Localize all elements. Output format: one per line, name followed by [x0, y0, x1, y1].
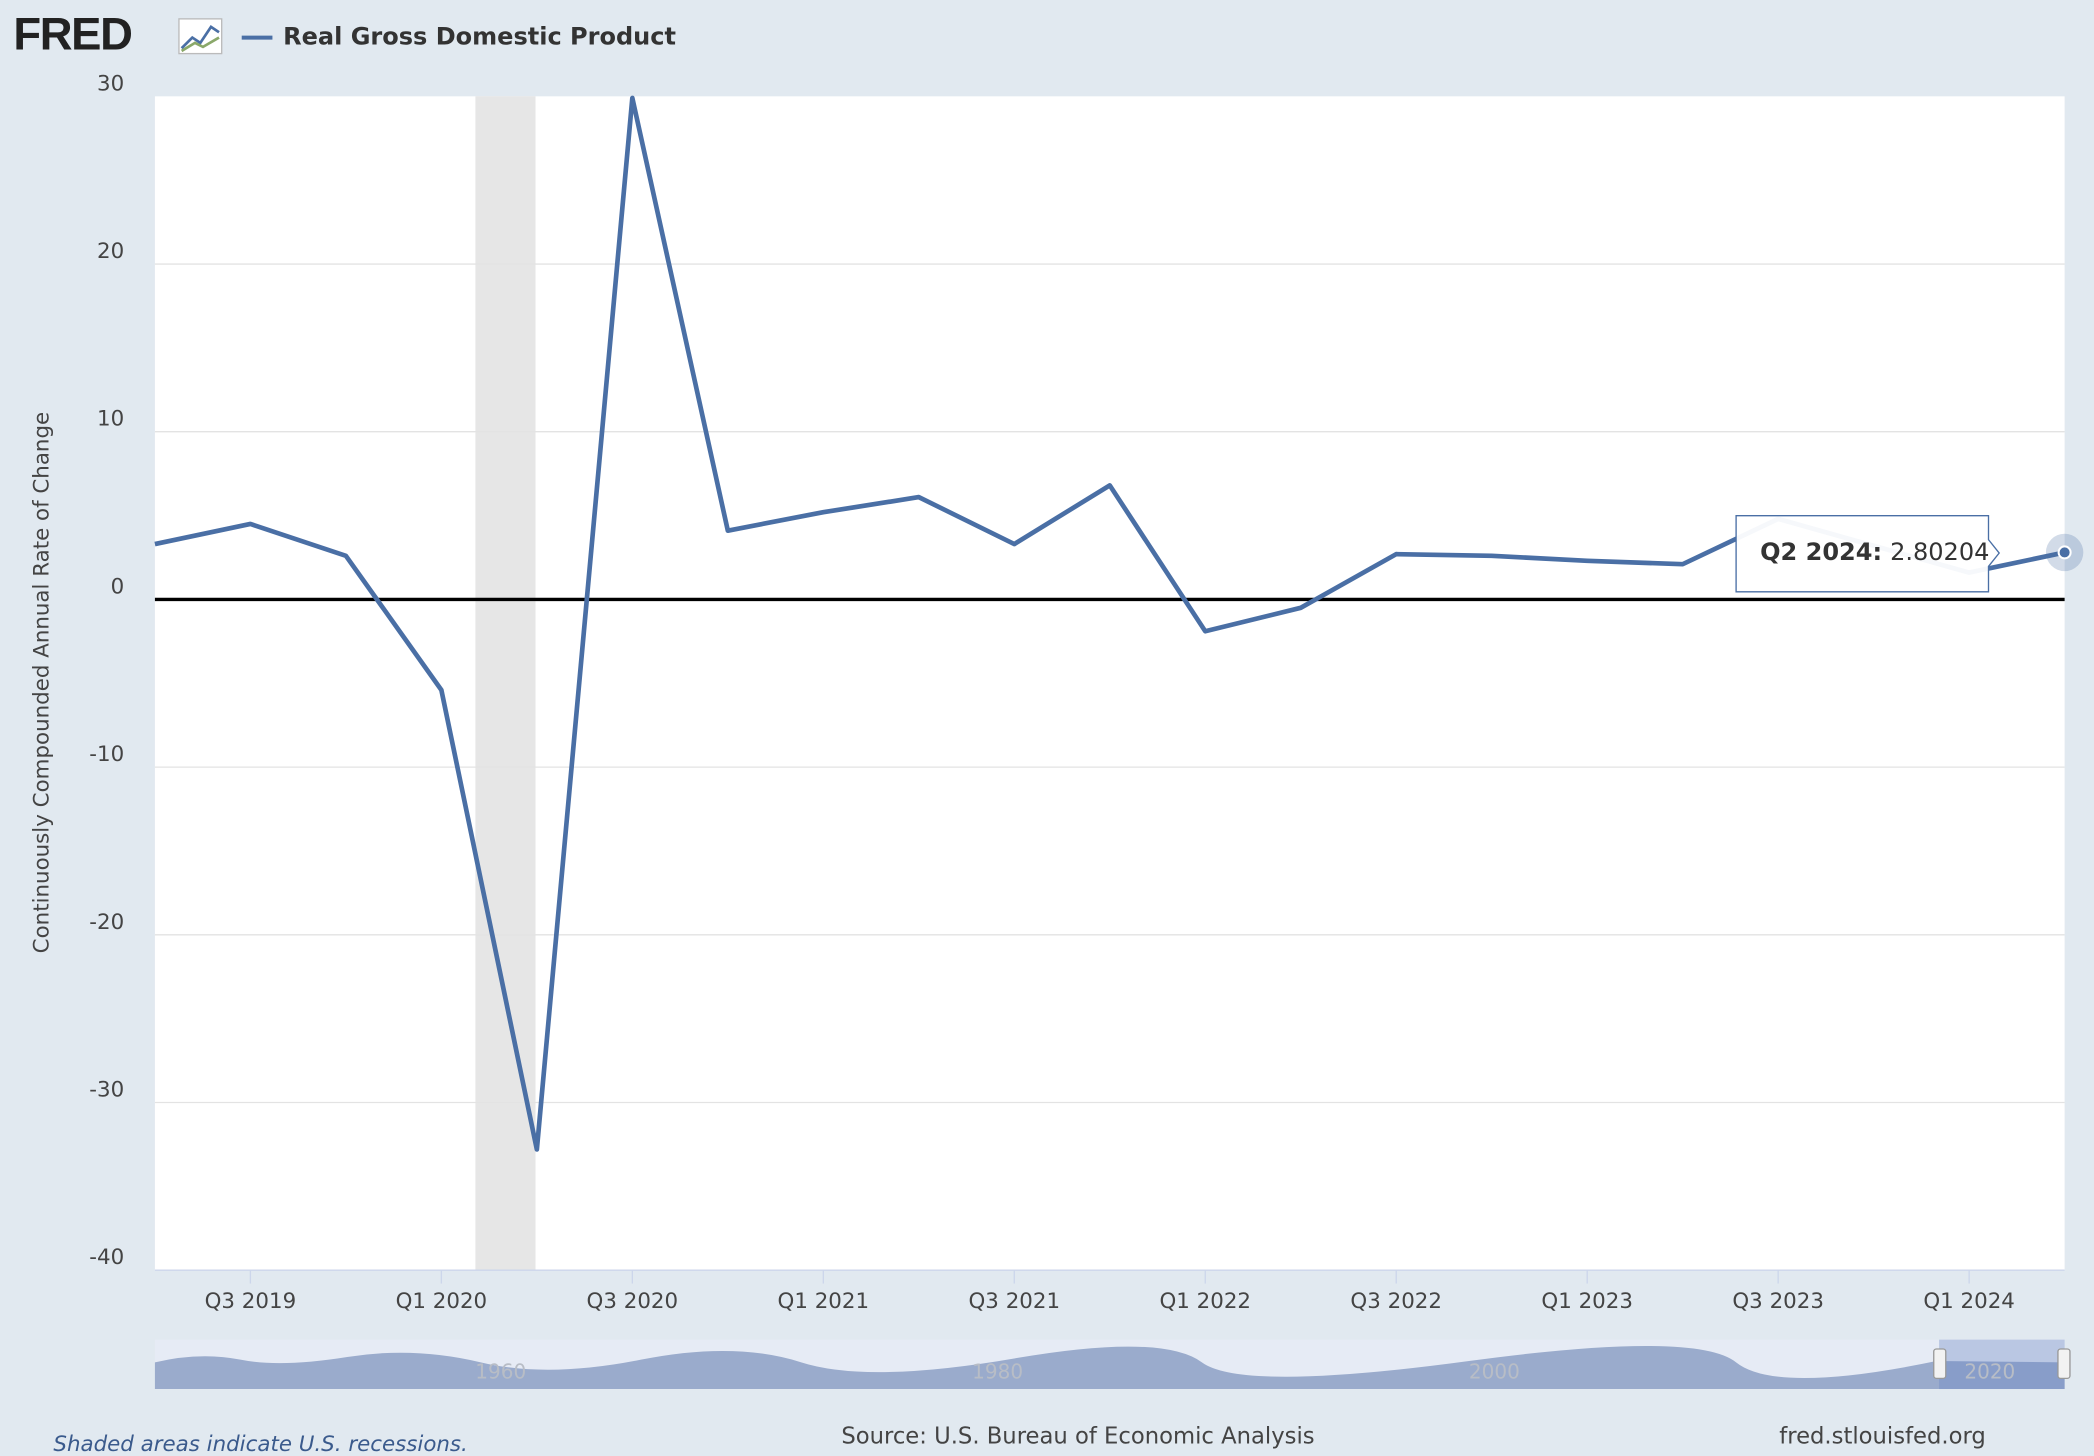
navigator-label: 2020 [1964, 1360, 2015, 1384]
navigator-handle[interactable] [2057, 1348, 2071, 1380]
navigator-selection [1939, 1339, 2065, 1390]
tooltip: Q2 2024: 2.80204 [1735, 514, 2001, 593]
y-tick-label: 0 [111, 574, 125, 599]
source: Source: U.S. Bureau of Economic Analysis [841, 1424, 1314, 1450]
recession-note: Shaded areas indicate U.S. recessions. [53, 1432, 467, 1456]
x-tick-label: Q1 2021 [778, 1289, 870, 1314]
y-tick-label: -20 [89, 910, 124, 935]
y-tick-label: 20 [97, 239, 124, 264]
tooltip-text: Q2 2024: 2.80204 [1760, 538, 1989, 566]
x-tick-label: Q1 2022 [1159, 1289, 1251, 1314]
x-tick-label: Q1 2020 [396, 1289, 488, 1314]
y-tick-label: 10 [97, 407, 124, 432]
logo: FRED [13, 9, 131, 60]
tooltip-box [1735, 514, 2001, 593]
site-url: fred.stlouisfed.org [1779, 1424, 1986, 1450]
navigator-label: 1960 [475, 1360, 526, 1384]
y-tick-label: -30 [89, 1077, 124, 1102]
navigator [154, 1339, 2071, 1390]
x-tick-label: Q3 2020 [587, 1289, 679, 1314]
legend-label: Real Gross Domestic Product [283, 23, 676, 51]
y-tick-label: 30 [97, 71, 124, 96]
y-tick-label: -10 [89, 742, 124, 767]
tooltip-category: Q2 2024: [1760, 538, 1882, 566]
plot-area [154, 96, 2065, 1271]
navigator-label: 2000 [1469, 1360, 1520, 1384]
y-axis-label: Continuously Compounded Annual Rate of C… [30, 412, 55, 954]
navigator-handle[interactable] [1933, 1348, 1947, 1380]
x-tick-label: Q3 2021 [969, 1289, 1061, 1314]
hover-point [2057, 545, 2072, 560]
navigator-label: 1980 [972, 1360, 1023, 1384]
y-tick-label: -40 [89, 1245, 124, 1270]
navigator-area [154, 1345, 2065, 1390]
recession-shade [475, 96, 536, 1271]
x-tick-label: Q3 2022 [1350, 1289, 1442, 1314]
x-tick-label: Q3 2023 [1732, 1289, 1824, 1314]
logo-icon [178, 18, 223, 55]
x-tick-label: Q1 2024 [1923, 1289, 2015, 1314]
tooltip-value: 2.80204 [1890, 538, 1989, 566]
x-tick-label: Q3 2019 [205, 1289, 297, 1314]
x-tick-label: Q1 2023 [1541, 1289, 1633, 1314]
